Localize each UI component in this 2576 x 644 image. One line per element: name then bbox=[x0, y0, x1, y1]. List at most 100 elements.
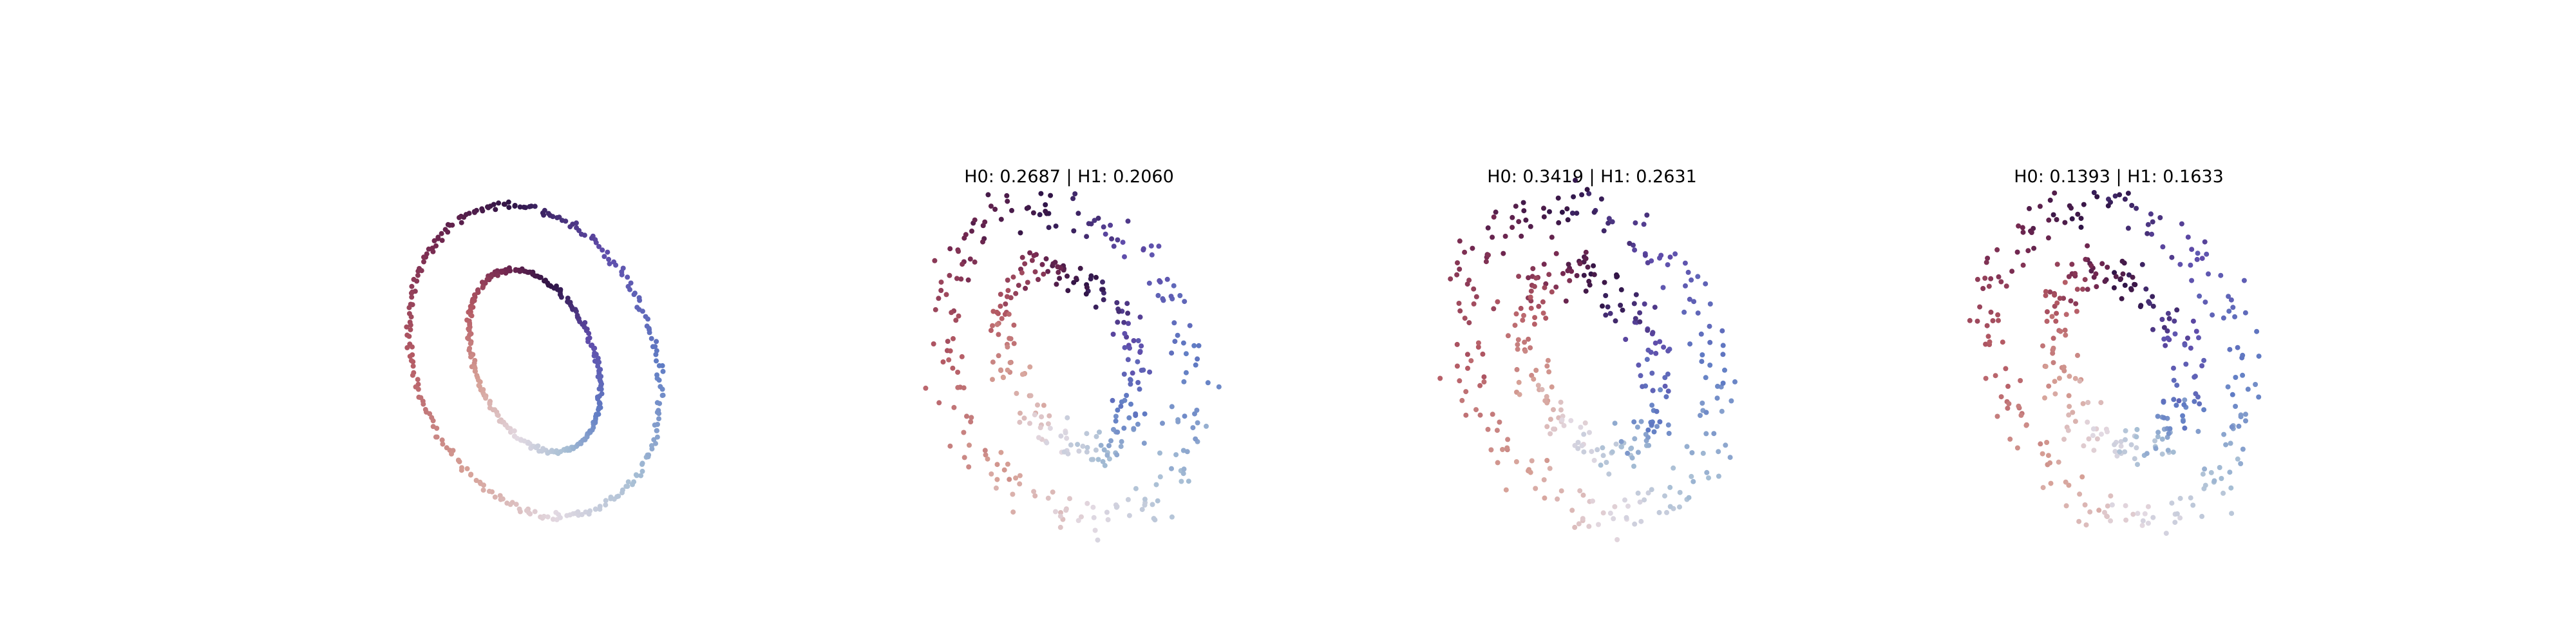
scatter-point bbox=[2129, 203, 2135, 208]
scatter-point bbox=[1046, 413, 1052, 419]
scatter-point bbox=[2190, 502, 2196, 508]
panel-3-points bbox=[1437, 177, 1738, 542]
scatter-point bbox=[1555, 496, 1560, 502]
scatter-point bbox=[967, 442, 972, 448]
scatter-point bbox=[2040, 343, 2045, 349]
scatter-point bbox=[1184, 449, 1190, 455]
scatter-point bbox=[1122, 345, 1128, 350]
scatter-point bbox=[1690, 478, 1696, 484]
scatter-point bbox=[2053, 318, 2059, 324]
scatter-point bbox=[524, 507, 529, 513]
scatter-point bbox=[1704, 469, 1710, 475]
scatter-point bbox=[1466, 278, 1472, 283]
scatter-point bbox=[1115, 430, 1121, 435]
scatter-point bbox=[1005, 367, 1010, 373]
scatter-point bbox=[2233, 404, 2239, 409]
scatter-point bbox=[1649, 487, 1654, 493]
scatter-point bbox=[1090, 457, 1095, 462]
scatter-point bbox=[1175, 419, 1181, 424]
scatter-point bbox=[1634, 424, 1640, 430]
scatter-point bbox=[472, 292, 477, 298]
scatter-point bbox=[1120, 240, 1126, 245]
scatter-point bbox=[522, 269, 527, 274]
scatter-point bbox=[2145, 231, 2150, 236]
scatter-point bbox=[1046, 225, 1052, 231]
scatter-point bbox=[1091, 515, 1097, 520]
scatter-point bbox=[2062, 220, 2068, 225]
scatter-point bbox=[408, 314, 414, 320]
scatter-point bbox=[1457, 308, 1463, 314]
scatter-point bbox=[1627, 241, 1633, 246]
scatter-point bbox=[1589, 449, 1595, 455]
scatter-point bbox=[2003, 366, 2009, 372]
scatter-point bbox=[1689, 450, 1695, 455]
scatter-point bbox=[1651, 429, 1657, 435]
scatter-point bbox=[1541, 214, 1547, 220]
scatter-point bbox=[1077, 265, 1083, 271]
scatter-point bbox=[1116, 308, 1122, 314]
scatter-point bbox=[1531, 283, 1537, 289]
scatter-point bbox=[2163, 343, 2168, 348]
scatter-point bbox=[2023, 422, 2029, 428]
scatter-point bbox=[2161, 415, 2167, 421]
scatter-point bbox=[585, 339, 591, 345]
scatter-point bbox=[1569, 211, 1575, 216]
scatter-point bbox=[1141, 440, 1147, 446]
scatter-point bbox=[2096, 507, 2102, 513]
scatter-point bbox=[2044, 309, 2050, 315]
scatter-point bbox=[1094, 274, 1099, 280]
scatter-point bbox=[1703, 410, 1709, 415]
scatter-point bbox=[2241, 278, 2247, 283]
scatter-point bbox=[1528, 223, 1533, 229]
scatter-point bbox=[2199, 513, 2205, 519]
scatter-point bbox=[2201, 407, 2207, 413]
scatter-point bbox=[1545, 357, 1551, 363]
scatter-point bbox=[2153, 446, 2159, 451]
scatter-point bbox=[2046, 217, 2052, 223]
scatter-point bbox=[1457, 378, 1463, 384]
scatter-point bbox=[2189, 278, 2195, 283]
scatter-point bbox=[2238, 414, 2244, 420]
scatter-point bbox=[2065, 428, 2071, 433]
scatter-point bbox=[1011, 341, 1017, 346]
scatter-point bbox=[953, 317, 959, 323]
scatter-point bbox=[495, 272, 500, 278]
scatter-point bbox=[2102, 278, 2108, 284]
scatter-point bbox=[1477, 383, 1483, 388]
scatter-point bbox=[1994, 247, 2000, 252]
scatter-point bbox=[1645, 490, 1651, 496]
scatter-point bbox=[1115, 237, 1121, 243]
scatter-point bbox=[2087, 509, 2093, 515]
scatter-point bbox=[1065, 288, 1071, 294]
scatter-point bbox=[1645, 435, 1651, 440]
scatter-point bbox=[1519, 233, 1524, 239]
scatter-point bbox=[459, 220, 464, 225]
scatter-point bbox=[1638, 419, 1644, 424]
scatter-point bbox=[1104, 509, 1110, 515]
scatter-point bbox=[1677, 489, 1683, 495]
scatter-point bbox=[1633, 220, 1638, 226]
scatter-point bbox=[2077, 491, 2083, 497]
scatter-point bbox=[2072, 419, 2078, 424]
scatter-point bbox=[2239, 355, 2245, 361]
scatter-point bbox=[2210, 312, 2215, 318]
scatter-point bbox=[2221, 490, 2226, 496]
scatter-point bbox=[1128, 401, 1133, 407]
scatter-point bbox=[1075, 211, 1081, 216]
scatter-point bbox=[601, 254, 607, 260]
scatter-point bbox=[2172, 331, 2178, 337]
scatter-point bbox=[1728, 398, 1734, 404]
scatter-point bbox=[1528, 469, 1533, 475]
scatter-point bbox=[2176, 398, 2182, 404]
scatter-point bbox=[936, 296, 942, 301]
scatter-point bbox=[406, 334, 412, 339]
scatter-point bbox=[1650, 388, 1656, 393]
scatter-point bbox=[625, 484, 630, 489]
scatter-point bbox=[2228, 440, 2233, 446]
scatter-point bbox=[2037, 204, 2043, 209]
scatter-point bbox=[532, 204, 538, 209]
scatter-point bbox=[2063, 503, 2069, 509]
scatter-point bbox=[1021, 415, 1027, 421]
scatter-point bbox=[1075, 518, 1081, 524]
